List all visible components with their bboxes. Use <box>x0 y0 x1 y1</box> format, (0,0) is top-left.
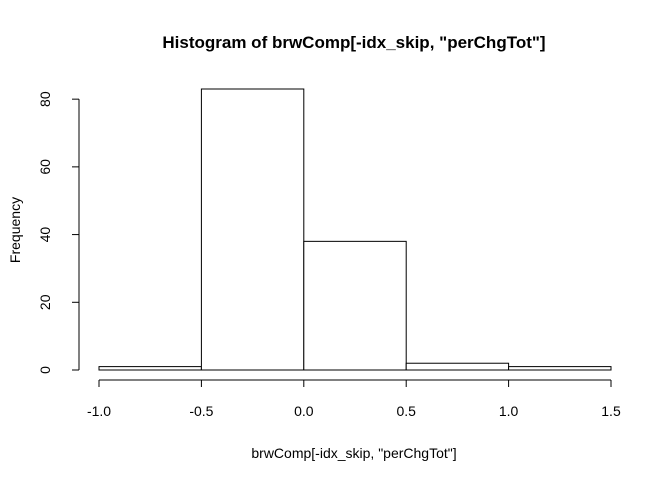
x-tick-label-0: -1.0 <box>87 403 111 419</box>
x-tick-label-1: -0.5 <box>189 403 213 419</box>
y-tick-label-0: 0 <box>37 366 53 374</box>
x-tick-label-4: 1.0 <box>499 403 519 419</box>
histogram-bar-2 <box>303 240 407 371</box>
chart-title: Histogram of brwComp[-idx_skip, "perChgT… <box>162 33 545 52</box>
y-tick-label-1: 20 <box>37 294 53 310</box>
x-axis-label: brwComp[-idx_skip, "perChgTot"] <box>251 445 456 461</box>
histogram-bar-0 <box>98 366 202 371</box>
histogram-bars <box>98 88 612 371</box>
y-tick-label-4: 80 <box>37 91 53 107</box>
histogram-bar-1 <box>200 88 305 371</box>
y-axis-label: Frequency <box>7 197 23 263</box>
x-tick-label-2: 0.0 <box>294 403 314 419</box>
y-tick-label-3: 60 <box>37 159 53 175</box>
histogram-bar-3 <box>405 362 510 371</box>
y-tick-label-2: 40 <box>37 227 53 243</box>
y-axis: 0 20 40 60 80 <box>37 91 80 374</box>
histogram-bar-4 <box>508 366 612 371</box>
x-axis: -1.0 -0.5 0.0 0.5 1.0 1.5 <box>87 379 621 419</box>
x-tick-label-5: 1.5 <box>601 403 621 419</box>
x-tick-label-3: 0.5 <box>396 403 416 419</box>
